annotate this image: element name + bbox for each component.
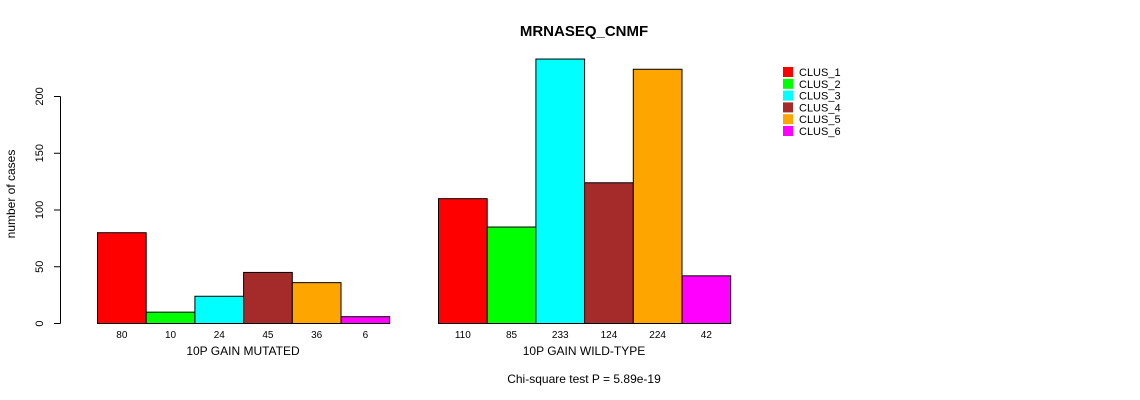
bar-mutated-clus-4 (243, 271, 293, 324)
legend-swatch-clus-6 (783, 126, 793, 136)
legend-swatch-clus-3 (783, 90, 793, 101)
y-tick-label: 150 (34, 144, 46, 162)
bar-value-label: 233 (552, 330, 569, 341)
legend-label: CLUS_1 (799, 67, 841, 79)
bar-value-label: 36 (311, 330, 323, 341)
bar-wild-type-clus-6 (681, 275, 732, 324)
bar-value-label: 6 (363, 330, 369, 341)
legend-swatch-clus-1 (783, 67, 793, 77)
bar-value-label: 80 (116, 330, 128, 341)
legend-label: CLUS_6 (799, 126, 841, 138)
y-axis-label: number of cases (4, 150, 18, 239)
bar-wild-type-clus-4 (584, 182, 634, 324)
group-label-wild-type: 10P GAIN WILD-TYPE (523, 344, 645, 358)
y-axis: 0 50 100 150 200 (34, 87, 61, 327)
value-labels: 80 10 24 45 36 6 110 85 233 124 224 42 (116, 330, 712, 341)
legend-label: CLUS_2 (799, 79, 841, 91)
legend-label: CLUS_4 (799, 102, 841, 114)
bar-mutated-clus-1 (97, 232, 147, 324)
y-tick-label: 50 (34, 261, 46, 273)
legend-swatch-clus-2 (783, 78, 793, 89)
chart-title: MRNASEQ_CNMF (520, 23, 648, 40)
bar-value-label: 224 (649, 330, 666, 341)
legend-swatch-clus-5 (783, 114, 793, 125)
bar-wild-type-clus-3 (535, 58, 586, 324)
legend-label: CLUS_3 (799, 91, 841, 103)
y-tick-label: 0 (34, 320, 46, 326)
bar-mutated-clus-6 (340, 316, 391, 325)
y-tick-label: 200 (34, 87, 46, 105)
y-tick-label: 100 (34, 201, 46, 219)
bar-wild-type-clus-2 (486, 226, 537, 324)
bar-mutated-clus-5 (291, 282, 342, 325)
bar-mutated-clus-3 (194, 295, 245, 325)
bar-mutated-clus-2 (145, 311, 196, 324)
legend-label: CLUS_5 (799, 114, 841, 126)
bar-wild-type-clus-1 (438, 198, 488, 324)
bar-wild-type-clus-5 (632, 68, 683, 325)
bar-value-label: 45 (262, 330, 274, 341)
bar-value-label: 24 (214, 330, 226, 341)
bars (97, 58, 732, 325)
legend-swatch-clus-4 (783, 102, 793, 113)
group-label-mutated: 10P GAIN MUTATED (186, 344, 300, 358)
bar-value-label: 110 (455, 330, 471, 341)
bar-value-label: 124 (601, 330, 618, 341)
bar-value-label: 10 (165, 330, 177, 341)
chi-square-annotation: Chi-square test P = 5.89e-19 (507, 372, 661, 386)
bar-value-label: 42 (701, 330, 713, 341)
bar-value-label: 85 (506, 330, 518, 341)
